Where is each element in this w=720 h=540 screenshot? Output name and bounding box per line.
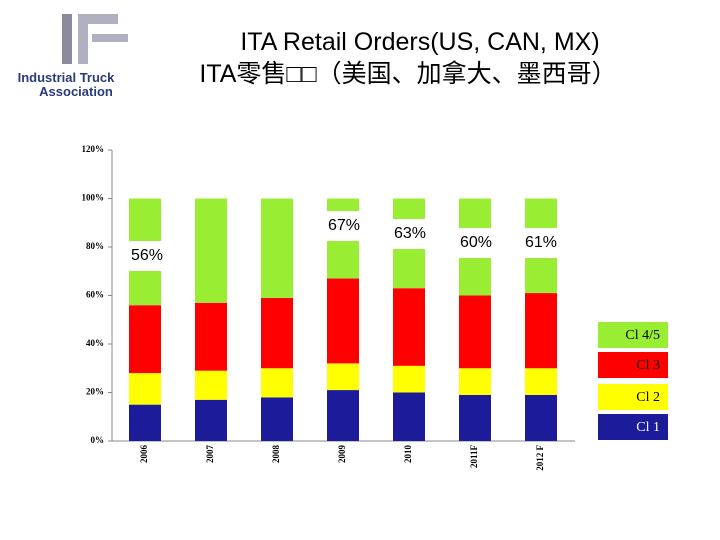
legend-swatch — [598, 384, 668, 410]
x-tick-label: 2007 — [205, 445, 215, 464]
x-tick-label: 2008 — [271, 445, 281, 464]
annotation-box — [316, 211, 372, 241]
x-tick-label: 2011F — [469, 445, 479, 469]
legend-swatch — [598, 322, 668, 348]
y-tick-label: 120% — [82, 144, 105, 154]
chart-subtitle: ITA零售□□（美国、加拿大、墨西哥） — [199, 60, 616, 88]
annotation: 60% — [460, 234, 492, 251]
bar-segment — [393, 288, 425, 366]
bar-segment — [129, 404, 161, 441]
annotation-box — [385, 219, 435, 249]
logo-mark — [62, 14, 72, 64]
legend-swatch — [598, 352, 668, 378]
logo-text: Industrial Truck — [18, 70, 116, 85]
bar-segment — [327, 363, 359, 391]
annotation-box — [516, 228, 566, 258]
y-tick-label: 80% — [86, 241, 104, 251]
bar-segment — [129, 305, 161, 374]
bar-segment — [129, 373, 161, 405]
annotation: 61% — [525, 234, 557, 251]
bar-segment — [195, 302, 227, 371]
bar-segment — [327, 278, 359, 364]
legend-label: Cl 3 — [636, 358, 660, 373]
logo-text: Association — [39, 84, 113, 99]
annotation-box — [118, 241, 176, 271]
bar-segment — [195, 370, 227, 400]
y-tick-label: 40% — [86, 338, 104, 348]
y-tick-label: 100% — [82, 193, 105, 203]
bar-segment — [261, 198, 293, 298]
bar-segment — [525, 394, 557, 441]
annotation: 67% — [328, 217, 360, 234]
logo: Industrial Truck Association — [18, 14, 128, 99]
bar-segment — [459, 295, 491, 369]
bar-segment — [459, 368, 491, 395]
logo-mark — [78, 14, 128, 64]
x-tick-label: 2009 — [337, 445, 347, 464]
annotation: 56% — [131, 247, 163, 264]
x-tick-label: 2006 — [139, 445, 149, 464]
legend-swatch — [598, 414, 668, 440]
y-tick-label: 20% — [86, 387, 104, 397]
legend-label: Cl 4/5 — [625, 328, 660, 343]
bar-segment — [459, 394, 491, 441]
bar-segment — [327, 390, 359, 441]
bar-segment — [261, 368, 293, 398]
bar-segment — [393, 365, 425, 393]
legend-label: Cl 2 — [636, 390, 660, 405]
chart-title: ITA Retail Orders(US, CAN, MX) — [240, 28, 599, 56]
y-tick-label: 0% — [91, 435, 105, 445]
legend-label: Cl 1 — [636, 420, 660, 435]
bar-segment — [393, 392, 425, 441]
bar-segment — [261, 297, 293, 369]
bar-segment — [261, 397, 293, 441]
y-tick-label: 60% — [86, 290, 104, 300]
x-tick-label: 2010 — [403, 445, 413, 464]
bar-segment — [525, 368, 557, 395]
x-tick-label: 2012 F — [535, 445, 545, 471]
bar-segment — [195, 399, 227, 441]
bar-segment — [195, 198, 227, 303]
bar-segment — [525, 293, 557, 369]
annotation: 63% — [394, 225, 426, 242]
annotation-box — [451, 228, 501, 258]
